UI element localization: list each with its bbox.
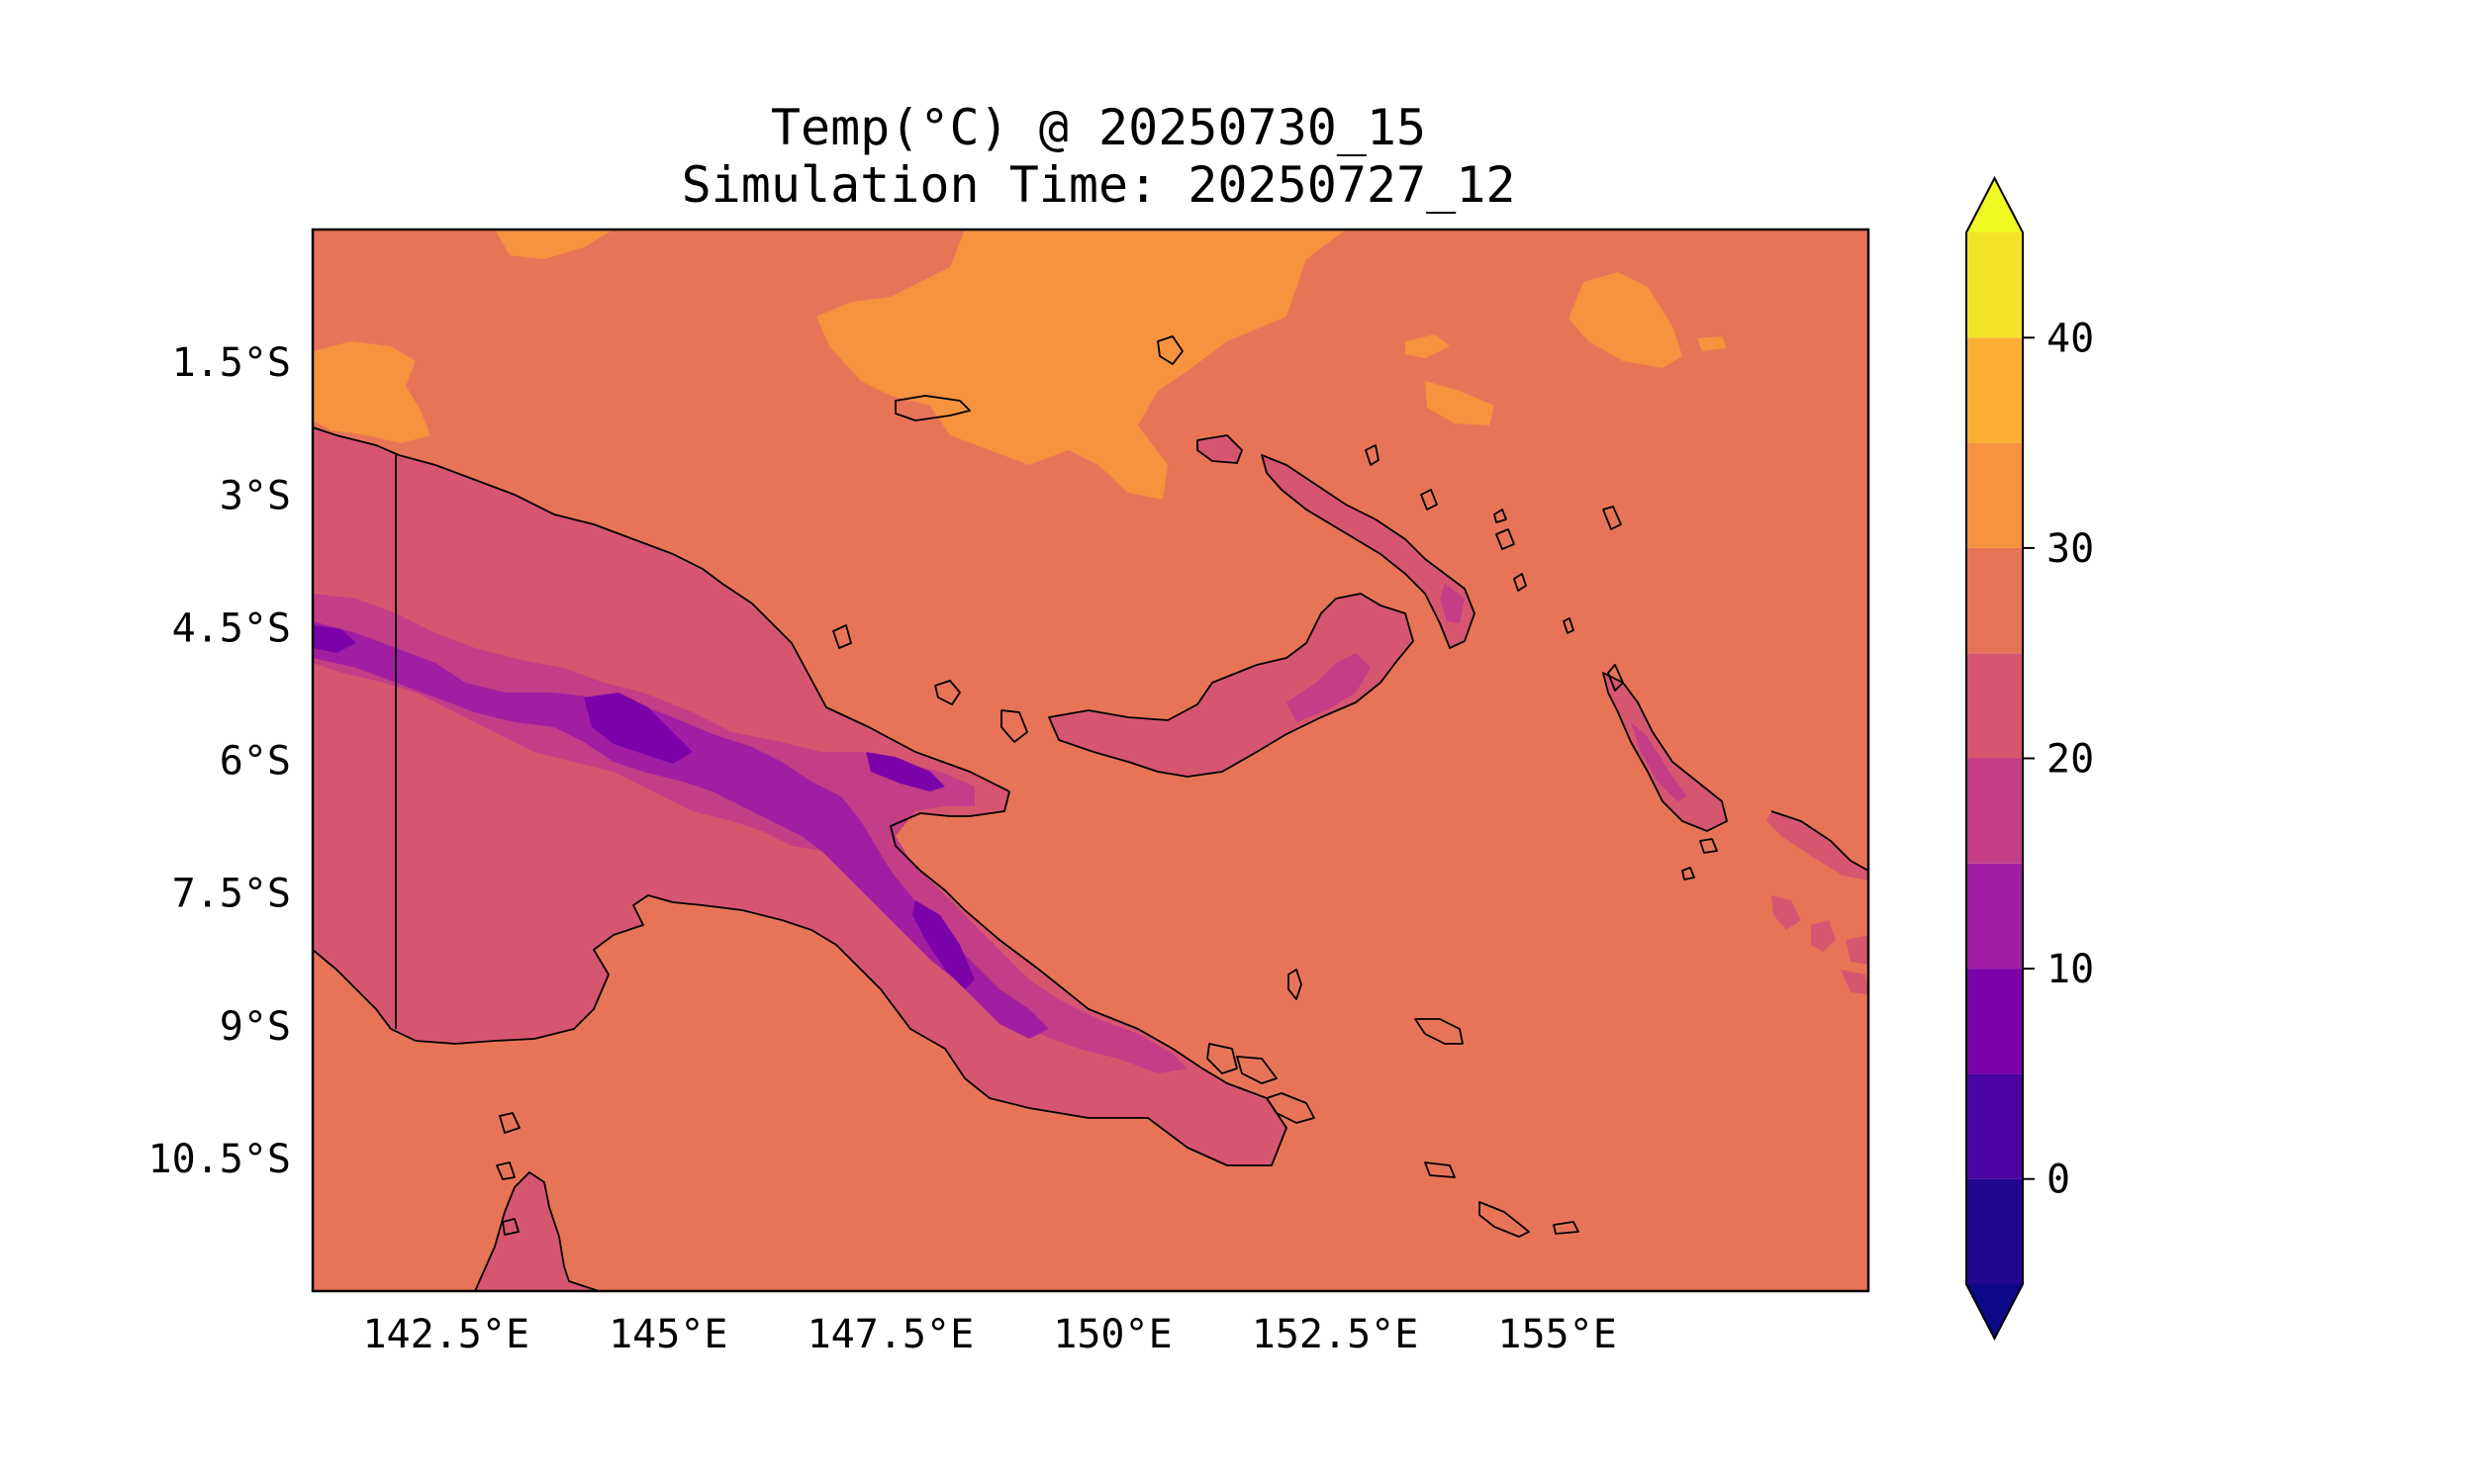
island-emirau <box>1365 444 1380 466</box>
longitude-labels: 142.5°E 145°E 147.5°E 150°E 152.5°E 155°E <box>362 1312 1616 1357</box>
island-new-hanover <box>1196 434 1243 464</box>
solomon-island-2 <box>1771 895 1801 930</box>
map-area <box>313 230 1868 1291</box>
coastline-cape-york <box>474 1171 600 1291</box>
warm-patch-east <box>1569 272 1682 368</box>
island-tabar <box>1420 489 1438 510</box>
island-trobriand <box>1287 969 1302 1000</box>
cape-york-land <box>475 1172 599 1291</box>
title-line-1: Temp(°C) @ 20250730_15 <box>770 99 1427 156</box>
lon-label: 152.5°E <box>1252 1312 1419 1357</box>
solomon-island-3 <box>1811 920 1836 952</box>
mountain-zone <box>313 621 1049 1039</box>
island-fergusson <box>1206 1043 1238 1074</box>
colorbar-level <box>1966 863 2023 970</box>
colorbar-level <box>1966 232 2023 338</box>
map-frame <box>311 228 1870 1293</box>
warm-patch-small-3 <box>1697 336 1727 351</box>
solomon-island-4 <box>1846 935 1868 965</box>
lat-label: 6°S <box>220 739 291 785</box>
new-britain-highland <box>1286 653 1371 722</box>
lat-label: 7.5°S <box>172 872 291 917</box>
coastline-new-britain <box>1048 593 1414 778</box>
island-daru <box>499 1112 521 1134</box>
colorbar-tick-label: 30 <box>2046 526 2094 572</box>
new-ireland-land <box>1262 455 1475 648</box>
island-feni <box>1513 573 1527 592</box>
bougainville-highland <box>1631 722 1687 801</box>
lon-label: 147.5°E <box>808 1312 975 1357</box>
coastline-solomons <box>1770 810 1868 872</box>
island-torres-2 <box>502 1218 520 1236</box>
island-mussau <box>1157 335 1184 365</box>
colorbar-tick-label: 10 <box>2046 947 2094 992</box>
island-tagula <box>1424 1161 1456 1178</box>
colorbar-level <box>1966 653 2023 759</box>
lon-label: 142.5°E <box>362 1312 529 1357</box>
colorbar-under-arrow <box>1966 1284 2023 1339</box>
lat-label: 3°S <box>220 473 291 518</box>
peak-zone-ridge <box>866 752 945 791</box>
coastline-bougainville <box>1602 672 1728 832</box>
island-rossel <box>1478 1201 1530 1238</box>
colorbar: 0 10 20 30 40 <box>1965 175 2094 1342</box>
colorbar-level <box>1966 547 2023 654</box>
lat-label: 4.5°S <box>172 605 291 651</box>
colorbar-tick-label: 0 <box>2046 1158 2070 1203</box>
island-umboi <box>934 680 961 705</box>
island-normanby <box>1236 1056 1278 1084</box>
warm-patch-north <box>816 230 1346 500</box>
colorbar-level <box>1966 1073 2023 1179</box>
lon-label: 155°E <box>1497 1312 1616 1357</box>
warm-patch-small-1 <box>1405 334 1450 358</box>
colorbar-tick-label: 20 <box>2046 737 2094 783</box>
warm-patch-west <box>313 341 430 443</box>
island-admiralty-east <box>1493 509 1507 523</box>
colorbar-level <box>1966 1178 2023 1284</box>
colorbar-tick-label: 40 <box>2046 316 2094 361</box>
island-woodlark <box>1414 1018 1464 1045</box>
lat-label: 10.5°S <box>148 1137 292 1182</box>
island-shortland <box>1699 838 1718 854</box>
peak-zone-east <box>912 900 975 989</box>
colorbar-over-arrow <box>1966 178 2023 232</box>
latitude-labels: 1.5°S 3°S 4.5°S 6°S 7.5°S 9°S 10.5°S <box>148 340 292 1182</box>
island-green <box>1563 617 1574 634</box>
coastline-new-guinea <box>313 426 1287 1166</box>
peak-zone-west <box>313 625 356 653</box>
warm-patch-small-2 <box>1425 381 1494 425</box>
colorbar-outline <box>1965 175 2024 1342</box>
island-lihir <box>1495 528 1515 550</box>
new-ireland-highland <box>1440 584 1465 623</box>
island-manus <box>895 395 971 421</box>
new-britain-land <box>1049 594 1413 777</box>
lat-label: 9°S <box>220 1004 291 1050</box>
peak-zone-central <box>584 693 693 764</box>
island-sudest <box>1553 1221 1579 1235</box>
colorbar-level <box>1966 969 2023 1074</box>
title-line-2: Simulation Time: 20250727_12 <box>681 156 1516 214</box>
warm-patch-top <box>495 230 614 259</box>
coastline-new-ireland <box>1261 454 1475 649</box>
solomon-island-1 <box>1766 811 1868 881</box>
colorbar-level <box>1966 758 2023 864</box>
solomon-island-5 <box>1841 970 1868 994</box>
lon-label: 150°E <box>1053 1312 1172 1357</box>
island-treasury <box>1681 867 1695 881</box>
lon-label: 145°E <box>609 1312 727 1357</box>
island-karkar <box>1000 709 1028 743</box>
colorbar-level <box>1966 337 2023 443</box>
island-long <box>832 624 852 649</box>
colorbar-level <box>1966 442 2023 548</box>
island-torres <box>496 1161 516 1180</box>
lat-label: 1.5°S <box>172 340 291 386</box>
island-duke-of-york <box>1602 506 1622 530</box>
